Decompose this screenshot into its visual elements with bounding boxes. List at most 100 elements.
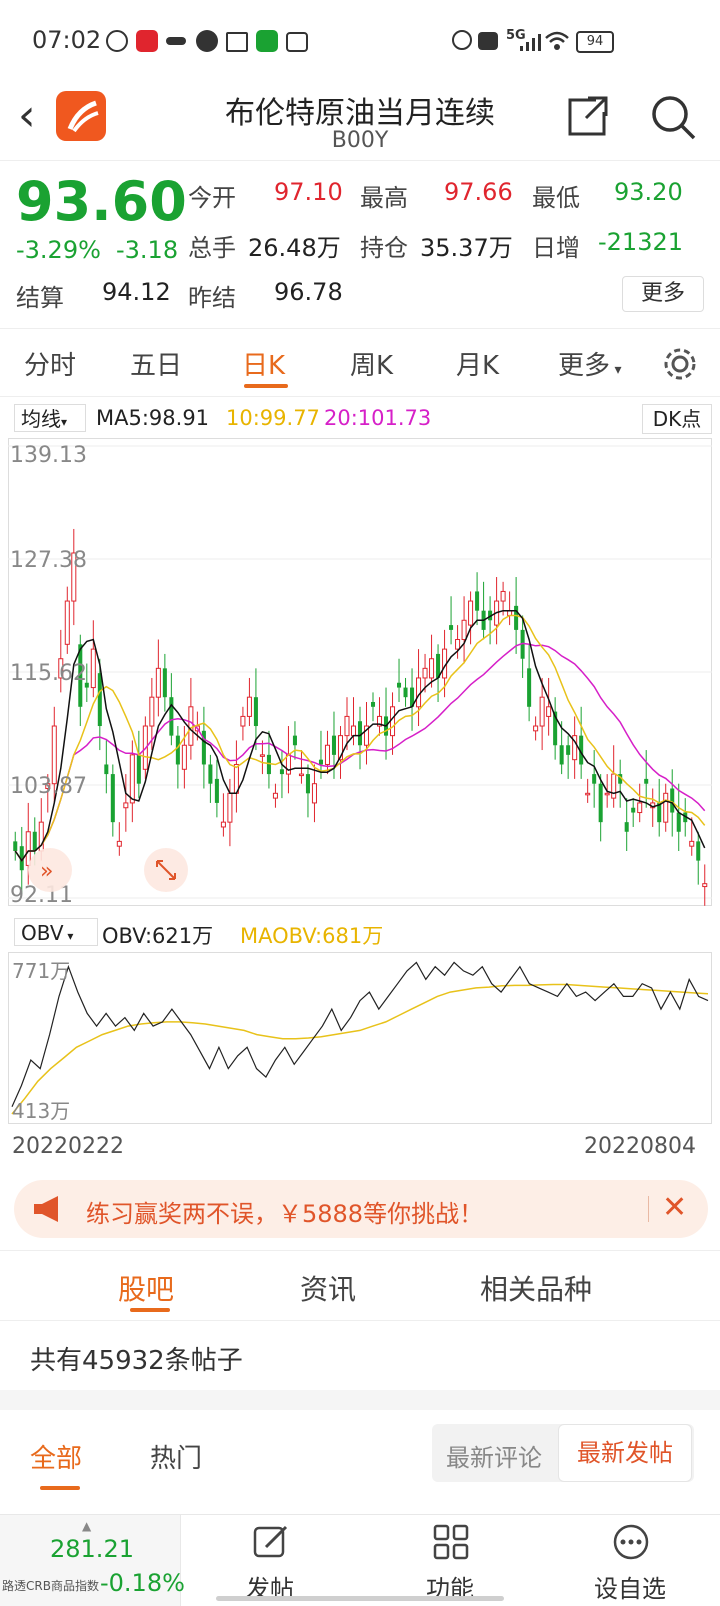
candle (253, 697, 258, 727)
ma-selector[interactable]: 均线▾ (14, 404, 86, 432)
tab-intraday[interactable]: 分时 (24, 351, 77, 381)
promo-banner[interactable]: 练习赢奖两不误，￥5888等你挑战！ ✕ (14, 1180, 708, 1238)
candle (208, 764, 213, 784)
signal-icon (520, 34, 541, 51)
candle (227, 792, 233, 823)
search-icon[interactable] (650, 94, 698, 142)
candle (90, 648, 96, 689)
tab-five-day[interactable]: 五日 (130, 351, 183, 381)
candle (84, 682, 89, 688)
candle (429, 658, 435, 679)
expand-icon (156, 860, 176, 880)
candle (553, 711, 558, 746)
obv-chart[interactable]: 771万 413万 (8, 952, 712, 1124)
candle (298, 773, 304, 777)
collapse-button[interactable] (28, 848, 72, 892)
candle (240, 715, 246, 727)
candle (58, 658, 64, 679)
post-button[interactable]: 发帖 (210, 1515, 330, 1606)
change-value: -3.18 (116, 236, 179, 264)
change-pct: -3.29% (16, 236, 101, 264)
more-quote-button[interactable]: 更多 (622, 276, 704, 312)
active-tab-indicator (130, 1308, 170, 1312)
gear-icon[interactable] (662, 346, 698, 382)
candle (676, 812, 681, 832)
contract-code: B00Y (331, 128, 389, 153)
daily-inc-label: 日增 (532, 234, 580, 262)
candle (272, 792, 278, 799)
date-end: 20220804 (584, 1134, 696, 1159)
candle (311, 783, 317, 804)
divider (0, 396, 720, 397)
posts-count: 共有45932条帖子 (30, 1346, 243, 1376)
candle (546, 706, 552, 717)
candle (175, 735, 180, 765)
tab-related[interactable]: 相关品种 (480, 1273, 593, 1306)
obv-selector[interactable]: OBV ▾ (14, 918, 98, 946)
tab-daily-k[interactable]: 日K (242, 351, 286, 381)
index-ticker[interactable]: ▲ 281.21 路透CRB商品指数 -0.18% (0, 1515, 185, 1606)
candle (527, 668, 532, 707)
date-start: 20220222 (12, 1134, 124, 1159)
candle (45, 783, 51, 790)
candle (220, 821, 226, 828)
candle (533, 725, 539, 732)
candle (598, 783, 603, 823)
candle (611, 773, 617, 799)
battery-icon: 94 (576, 31, 614, 53)
candle (136, 754, 141, 784)
bottom-bar: ▲ 281.21 路透CRB商品指数 -0.18% 发帖 功能 设自选 (0, 1514, 720, 1606)
sort-latest-comment[interactable]: 最新评论 (446, 1444, 542, 1472)
high-value: 97.66 (444, 178, 513, 206)
section-gap (0, 1390, 720, 1410)
close-icon[interactable]: ✕ (662, 1190, 688, 1225)
functions-button[interactable]: 功能 (390, 1515, 510, 1606)
candle (318, 759, 323, 765)
tab-monthly-k[interactable]: 月K (456, 351, 500, 381)
candle (162, 668, 167, 698)
ma20-line (14, 642, 706, 862)
wifi-icon (545, 31, 569, 50)
candle (344, 715, 350, 737)
home-indicator (216, 1596, 504, 1601)
candle (585, 792, 591, 796)
candle (350, 725, 357, 737)
compass-icon (196, 30, 218, 52)
candle (363, 725, 370, 746)
candle (604, 792, 610, 796)
candle (559, 745, 564, 765)
candle (64, 600, 70, 645)
candle (436, 653, 441, 678)
ma-selector-label: 均线 (21, 407, 61, 431)
tab-weekly-k[interactable]: 周K (350, 351, 394, 381)
dropdown-arrow-icon: ▾ (61, 415, 68, 429)
tab-more-label: 更多 (558, 351, 611, 381)
add-watchlist-button[interactable]: 设自选 (570, 1515, 690, 1606)
tab-forum[interactable]: 股吧 (118, 1273, 175, 1306)
tab-more[interactable]: 更多 ▾ (558, 345, 622, 382)
app-logo (56, 91, 106, 141)
sort-latest-post[interactable]: 最新发帖 (558, 1424, 692, 1482)
candle (579, 735, 584, 765)
dropdown-arrow-icon: ▾ (610, 362, 622, 378)
candle (25, 831, 31, 866)
candle (149, 696, 155, 727)
low-label: 最低 (532, 184, 580, 212)
filter-all[interactable]: 全部 (30, 1444, 83, 1474)
y-tick-label: 103.87 (10, 774, 87, 799)
candle (422, 667, 428, 679)
candle (169, 697, 174, 736)
dk-button[interactable]: DK点 (642, 404, 712, 434)
back-icon[interactable]: ‹ (18, 90, 36, 141)
candle (292, 735, 297, 746)
candle (285, 754, 291, 775)
tab-news[interactable]: 资讯 (300, 1273, 357, 1306)
candle (670, 788, 675, 813)
share-icon[interactable] (566, 94, 610, 138)
candle (592, 774, 597, 784)
hand-icon (106, 30, 128, 52)
index-pct: -0.18% (100, 1569, 185, 1597)
filter-hot[interactable]: 热门 (150, 1444, 203, 1474)
volume-value: 26.48万 (248, 234, 341, 262)
